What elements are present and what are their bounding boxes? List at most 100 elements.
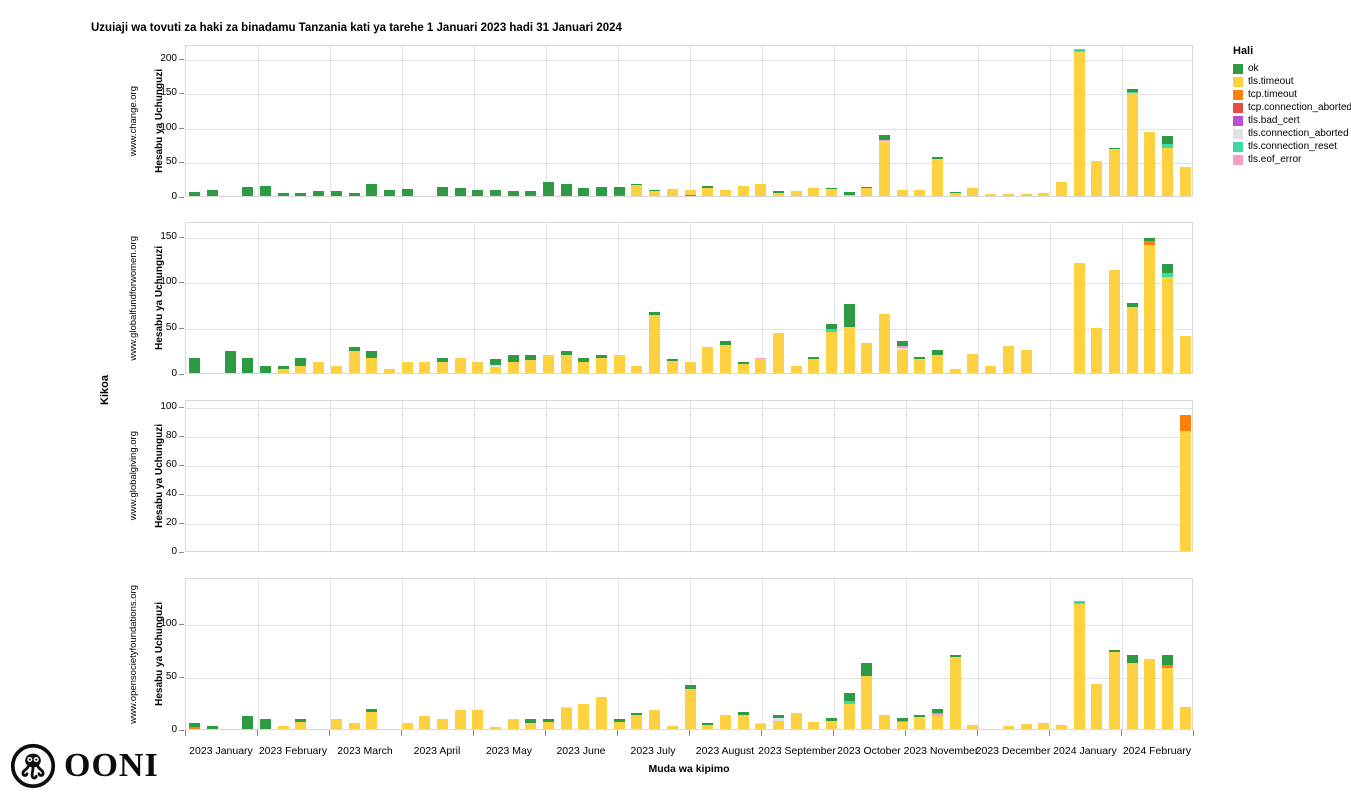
- bar-segment-ok[interactable]: [313, 191, 325, 196]
- bar-segment-tls.timeout[interactable]: [1073, 263, 1085, 373]
- bar-segment-ok[interactable]: [295, 358, 307, 366]
- bar-segment-tls.timeout[interactable]: [702, 187, 714, 196]
- bar-segment-tls.timeout[interactable]: [1144, 131, 1156, 196]
- bar-segment-ok[interactable]: [1144, 237, 1156, 242]
- bar-segment-ok[interactable]: [348, 347, 360, 352]
- bar-segment-tls.timeout[interactable]: [914, 717, 926, 729]
- bar-segment-ok[interactable]: [242, 358, 254, 373]
- bar-segment-tls.timeout[interactable]: [702, 347, 714, 373]
- bar-segment-tls.timeout[interactable]: [737, 186, 749, 196]
- bar-segment-tls.timeout[interactable]: [1108, 270, 1120, 373]
- bar-segment-ok[interactable]: [189, 191, 201, 196]
- bar-segment-tls.timeout[interactable]: [1126, 307, 1138, 373]
- bar-segment-ok[interactable]: [879, 134, 891, 141]
- bar-segment-tls.timeout[interactable]: [808, 721, 820, 729]
- bar-segment-tls.timeout[interactable]: [684, 688, 696, 729]
- bar-segment-tls.timeout[interactable]: [1161, 276, 1173, 373]
- bar-segment-tls.timeout[interactable]: [1002, 193, 1014, 196]
- bar-segment-tls.timeout[interactable]: [1091, 328, 1103, 373]
- bar-segment-ok[interactable]: [560, 184, 572, 196]
- bar-segment-tls.timeout[interactable]: [631, 715, 643, 729]
- bar-segment-tls.timeout[interactable]: [985, 365, 997, 373]
- bar-segment-tls.timeout[interactable]: [649, 315, 661, 373]
- bar-segment-tls.timeout[interactable]: [560, 707, 572, 729]
- bar-segment-ok[interactable]: [825, 718, 837, 721]
- bar-segment-ok[interactable]: [489, 190, 501, 195]
- bar-segment-tls.timeout[interactable]: [1020, 193, 1032, 196]
- bar-segment-ok[interactable]: [843, 191, 855, 196]
- bar-segment-tls.timeout[interactable]: [472, 362, 484, 373]
- bar-segment-tls.timeout[interactable]: [737, 715, 749, 729]
- bar-segment-ok[interactable]: [277, 193, 289, 196]
- bar-segment-ok[interactable]: [932, 708, 944, 714]
- bar-segment-tls.timeout[interactable]: [808, 187, 820, 196]
- bar-segment-tls.timeout[interactable]: [790, 713, 802, 729]
- bar-segment-tls.timeout[interactable]: [277, 725, 289, 729]
- bar-segment-tls.timeout[interactable]: [472, 709, 484, 729]
- bar-segment-tls.timeout[interactable]: [1073, 52, 1085, 196]
- bar-segment-ok[interactable]: [613, 187, 625, 195]
- bar-segment-tls.connection_aborted[interactable]: [896, 348, 908, 351]
- bar-segment-ok[interactable]: [596, 354, 608, 359]
- bar-segment-tls.timeout[interactable]: [967, 724, 979, 729]
- bar-segment-ok[interactable]: [560, 351, 572, 355]
- bar-segment-tls.timeout[interactable]: [348, 351, 360, 373]
- bar-segment-tls.eof_error[interactable]: [755, 358, 767, 360]
- bar-segment-ok[interactable]: [649, 190, 661, 192]
- bar-segment-ok[interactable]: [666, 359, 678, 362]
- bar-segment-tls.timeout[interactable]: [755, 723, 767, 729]
- bar-segment-tls.timeout[interactable]: [1038, 192, 1050, 196]
- bar-segment-ok[interactable]: [578, 358, 590, 363]
- bar-segment-tls.timeout[interactable]: [419, 716, 431, 729]
- bar-segment-ok[interactable]: [1108, 147, 1120, 150]
- bar-segment-tls.timeout[interactable]: [295, 721, 307, 729]
- bar-segment-tls.timeout[interactable]: [596, 358, 608, 373]
- bar-segment-ok[interactable]: [366, 351, 378, 359]
- bar-segment-ok[interactable]: [489, 359, 501, 365]
- bar-segment-tls.timeout[interactable]: [1055, 724, 1067, 729]
- bar-segment-tls.timeout[interactable]: [454, 709, 466, 729]
- bar-segment-ok[interactable]: [1161, 135, 1173, 145]
- bar-segment-ok[interactable]: [189, 358, 201, 373]
- bar-segment-tls.connection_reset[interactable]: [1126, 91, 1138, 93]
- bar-segment-tls.timeout[interactable]: [489, 726, 501, 729]
- bar-segment-ok[interactable]: [949, 192, 961, 194]
- bar-segment-tls.timeout[interactable]: [808, 359, 820, 373]
- bar-segment-tls.timeout[interactable]: [932, 159, 944, 196]
- bar-segment-tls.timeout[interactable]: [436, 362, 448, 373]
- bar-segment-tls.timeout[interactable]: [454, 358, 466, 373]
- bar-segment-ok[interactable]: [808, 357, 820, 360]
- bar-segment-tls.timeout[interactable]: [560, 354, 572, 373]
- bar-segment-tls.timeout[interactable]: [1002, 346, 1014, 373]
- bar-segment-tls.timeout[interactable]: [1126, 92, 1138, 196]
- bar-segment-ok[interactable]: [861, 663, 873, 676]
- bar-segment-tls.timeout[interactable]: [1144, 244, 1156, 373]
- bar-segment-ok[interactable]: [525, 191, 537, 195]
- bar-segment-tls.timeout[interactable]: [1002, 725, 1014, 729]
- bar-segment-ok[interactable]: [613, 719, 625, 722]
- bar-segment-tls.timeout[interactable]: [1144, 658, 1156, 729]
- bar-segment-tls.timeout[interactable]: [525, 722, 537, 729]
- bar-segment-ok[interactable]: [242, 187, 254, 196]
- bar-segment-ok[interactable]: [1161, 264, 1173, 274]
- bar-segment-tls.timeout[interactable]: [896, 721, 908, 729]
- bar-segment-tls.timeout[interactable]: [1179, 430, 1191, 551]
- bar-segment-ok[interactable]: [843, 692, 855, 702]
- bar-segment-tls.timeout[interactable]: [843, 195, 855, 196]
- bar-segment-tls.timeout[interactable]: [1161, 147, 1173, 196]
- bar-segment-tls.timeout[interactable]: [578, 362, 590, 373]
- bar-segment-tls.timeout[interactable]: [914, 359, 926, 373]
- bar-segment-ok[interactable]: [772, 191, 784, 193]
- bar-segment-ok[interactable]: [543, 182, 555, 196]
- bar-segment-tls.timeout[interactable]: [737, 363, 749, 373]
- bar-segment-ok[interactable]: [277, 365, 289, 370]
- bar-segment-ok[interactable]: [932, 156, 944, 160]
- bar-segment-tls.timeout[interactable]: [843, 703, 855, 729]
- bar-segment-tls.timeout[interactable]: [914, 189, 926, 196]
- bar-segment-tls.timeout[interactable]: [1179, 706, 1191, 729]
- bar-segment-tcp.timeout[interactable]: [1179, 414, 1191, 431]
- bar-segment-tcp.timeout[interactable]: [1161, 665, 1173, 669]
- bar-segment-tls.timeout[interactable]: [1091, 684, 1103, 729]
- bar-segment-tls.timeout[interactable]: [366, 358, 378, 373]
- bar-segment-ok[interactable]: [330, 191, 342, 196]
